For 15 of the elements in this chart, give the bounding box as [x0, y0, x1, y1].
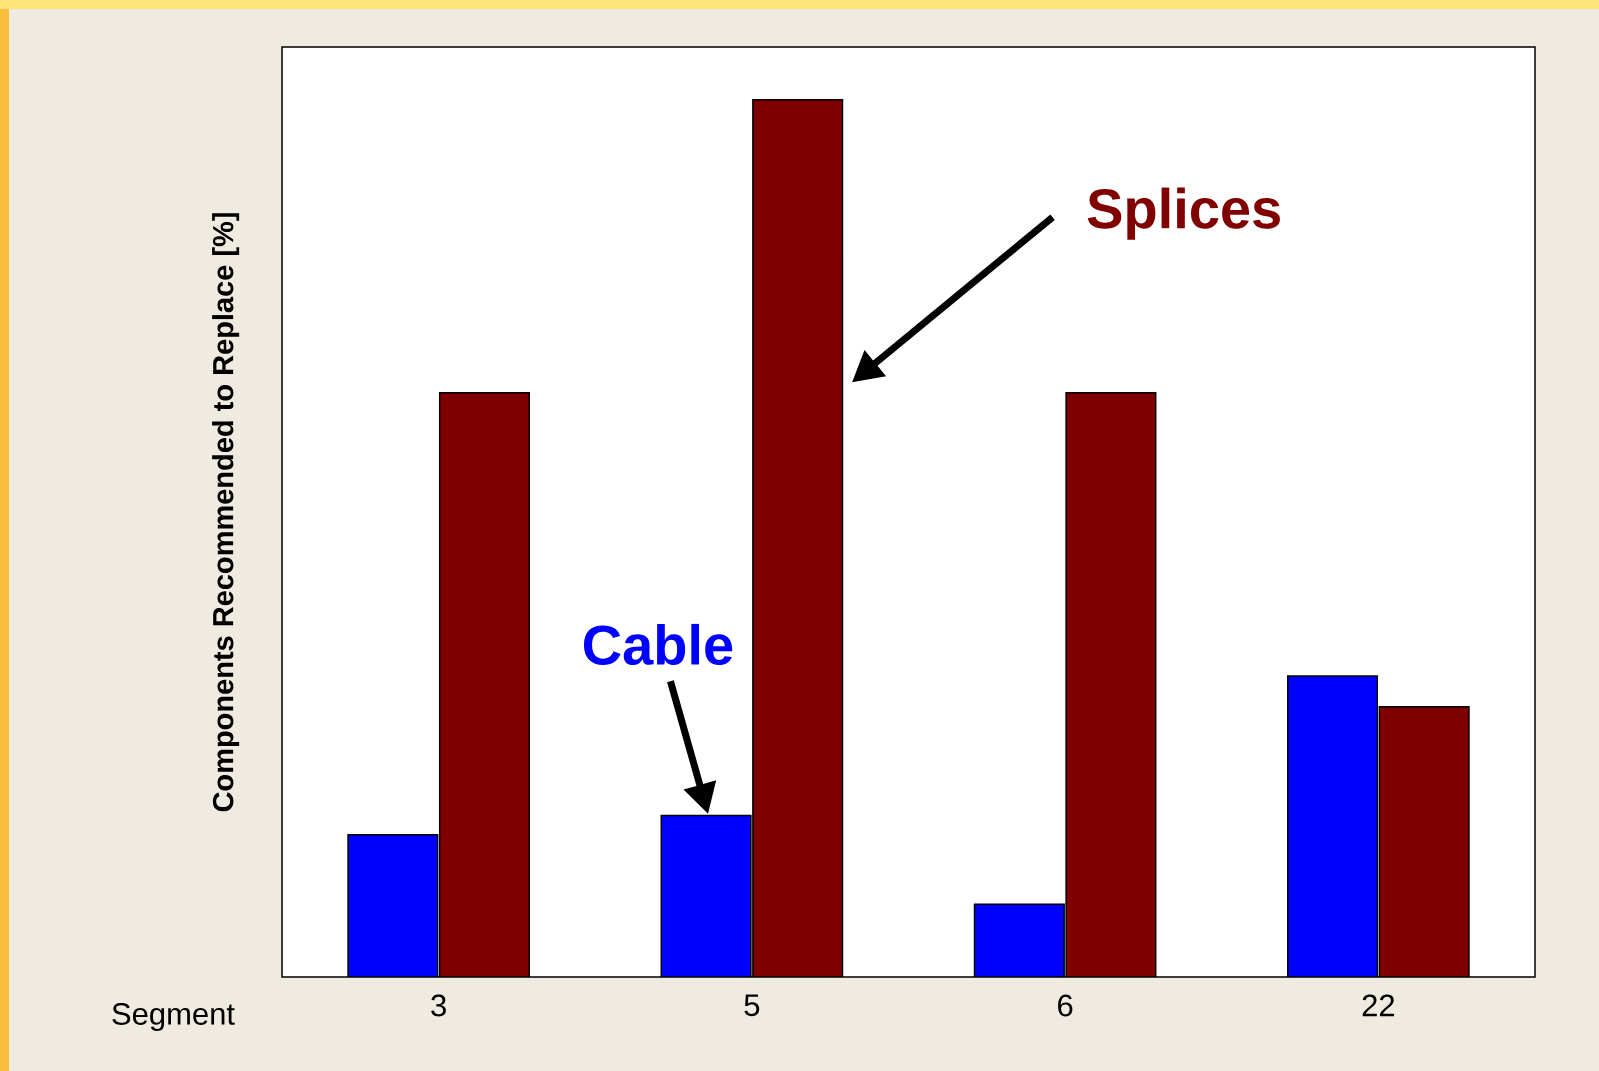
x-tick-label: 6 [1058, 994, 1073, 1017]
bar [752, 98, 844, 977]
y-axis-title: Components Recommended to Replace [%] [212, 213, 240, 812]
bar [438, 391, 530, 977]
bar [973, 903, 1065, 977]
text: Cable [583, 623, 733, 666]
text: Splices [1087, 187, 1280, 240]
bar [1378, 706, 1470, 977]
x-tick-label: 3 [431, 994, 446, 1017]
bar [1065, 391, 1157, 977]
x-tick-label: 5 [744, 994, 760, 1017]
bar [347, 834, 439, 977]
x-tick-label: 22 [1362, 994, 1395, 1017]
x-axis-title: Segment [112, 1002, 235, 1032]
bar [1287, 675, 1379, 977]
